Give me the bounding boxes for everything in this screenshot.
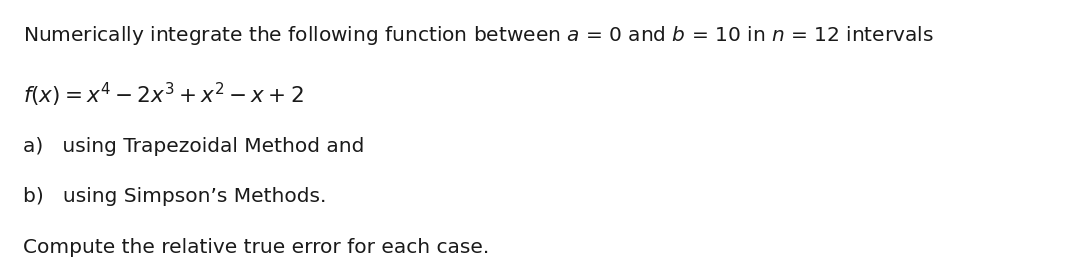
Text: a)   using Trapezoidal Method and: a) using Trapezoidal Method and: [23, 137, 365, 157]
Text: Numerically integrate the following function between $a$ = 0 and $b$ = 10 in $n$: Numerically integrate the following func…: [23, 24, 934, 47]
Text: $f(x) = x^4 - 2x^3 + x^2 - x + 2$: $f(x) = x^4 - 2x^3 + x^2 - x + 2$: [23, 81, 304, 109]
Text: Compute the relative true error for each case.: Compute the relative true error for each…: [23, 238, 490, 257]
Text: b)   using Simpson’s Methods.: b) using Simpson’s Methods.: [23, 187, 327, 206]
